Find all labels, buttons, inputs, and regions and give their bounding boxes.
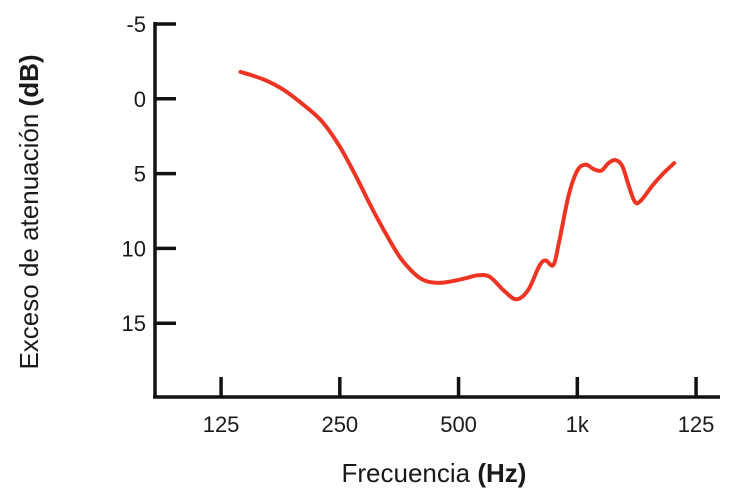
y-axis-title: Exceso de atenuación (dB) bbox=[14, 54, 44, 369]
x-tick-label: 125 bbox=[678, 412, 715, 437]
x-tick-label: 1k bbox=[566, 412, 590, 437]
y-ticks: -5 0 5 10 15 bbox=[122, 12, 176, 336]
axes bbox=[153, 22, 720, 399]
y-tick-label: 10 bbox=[122, 236, 146, 261]
x-axis-title: Frecuencia (Hz) bbox=[342, 458, 527, 488]
x-tick-label: 500 bbox=[440, 412, 477, 437]
y-tick-label: 0 bbox=[134, 87, 146, 112]
y-tick-label: 5 bbox=[134, 162, 146, 187]
x-ticks: 125 250 500 1k 125 bbox=[203, 377, 715, 437]
x-tick-label: 125 bbox=[203, 412, 240, 437]
y-tick-label: -5 bbox=[126, 12, 146, 37]
y-tick-label: 15 bbox=[122, 311, 146, 336]
attenuation-series-line bbox=[238, 69, 677, 302]
x-tick-label: 250 bbox=[321, 412, 358, 437]
